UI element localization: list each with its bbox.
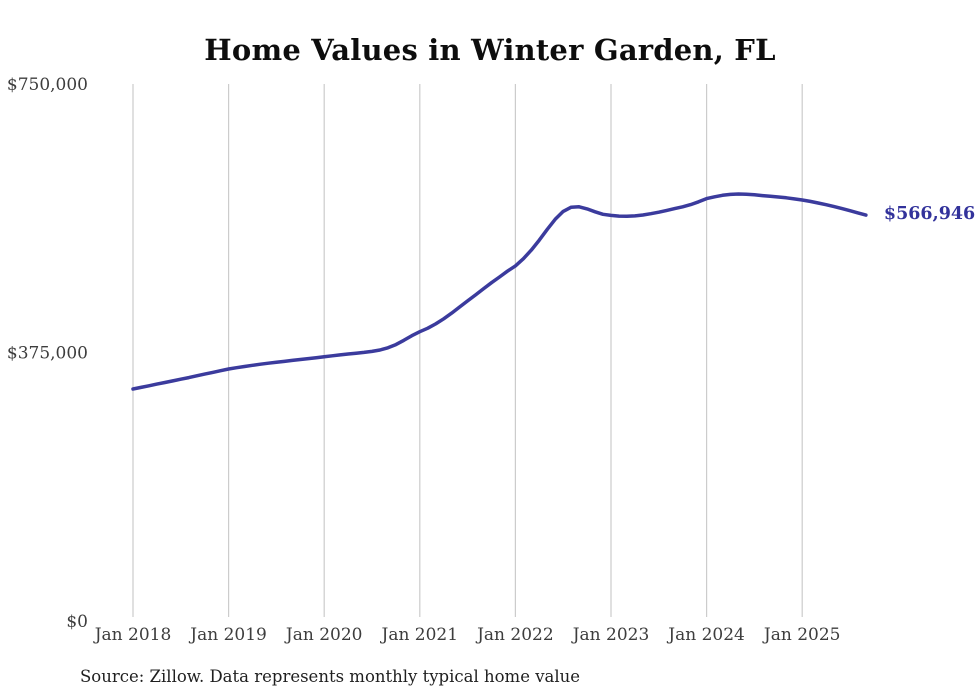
x-tick-label-7: Jan 2025 xyxy=(762,625,841,645)
y-tick-label-1: $375,000 xyxy=(7,343,88,363)
x-tick-label-2: Jan 2020 xyxy=(284,625,363,645)
chart-title: Home Values in Winter Garden, FL xyxy=(204,33,776,67)
x-tick-label-1: Jan 2019 xyxy=(188,625,267,645)
source-note: Source: Zillow. Data represents monthly … xyxy=(80,667,581,686)
home-value-line xyxy=(131,192,868,391)
x-tick-label-5: Jan 2023 xyxy=(571,625,650,645)
y-tick-label-0: $0 xyxy=(66,612,88,632)
x-tick-label-3: Jan 2021 xyxy=(380,625,459,645)
x-tick-label-0: Jan 2018 xyxy=(93,625,172,645)
x-tick-label-6: Jan 2024 xyxy=(666,625,745,645)
x-tick-label-4: Jan 2022 xyxy=(475,625,554,645)
y-tick-label-2: $750,000 xyxy=(7,75,88,95)
end-value-label: $566,946 xyxy=(884,204,975,224)
